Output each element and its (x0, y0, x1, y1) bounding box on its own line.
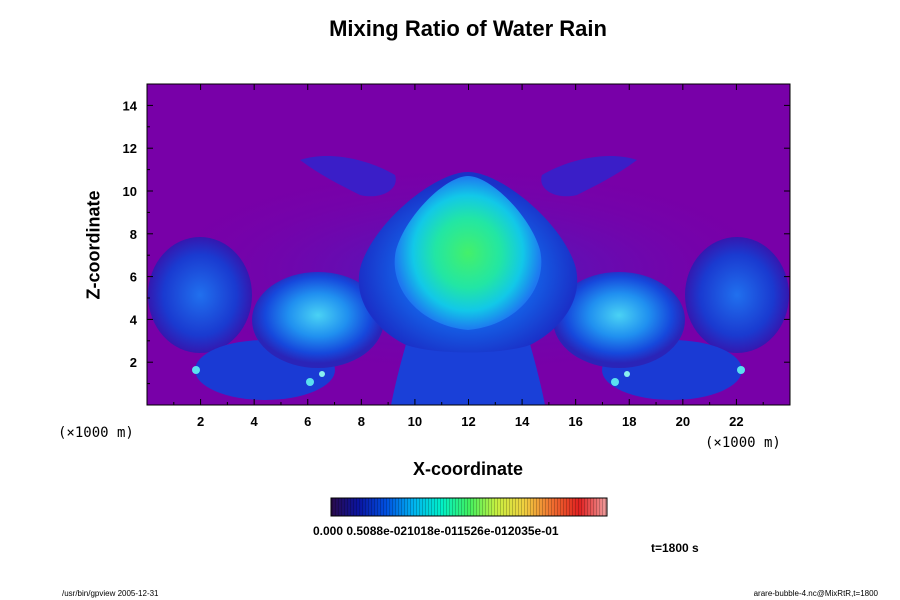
x-axis-label: X-coordinate (412, 459, 523, 479)
x-tick-label: 12 (461, 414, 475, 429)
colorbar-divisions (331, 498, 607, 516)
y-tick-label: 2 (130, 355, 137, 370)
upper-right-arm (541, 155, 637, 197)
speckle (611, 378, 619, 386)
central-core (394, 176, 542, 330)
upper-left-arm (300, 155, 396, 197)
colorbar-tick-labels: 0.000 0.5088e-021018e-011526e-012035e-01 (313, 524, 559, 538)
right-inner-rotor (553, 272, 685, 368)
x-tick-label: 4 (251, 414, 259, 429)
speckle (319, 371, 325, 377)
y-tick-label: 12 (123, 141, 137, 156)
x-tick-label: 18 (622, 414, 636, 429)
x-tick-label: 2 (197, 414, 204, 429)
x-tick-label: 22 (729, 414, 743, 429)
footer-right: arare-bubble-4.nc@MixRtR,t=1800 (753, 589, 878, 598)
x-tick-label: 6 (304, 414, 311, 429)
left-inner-rotor (252, 272, 384, 368)
x-tick-label: 14 (515, 414, 530, 429)
y-tick-label: 10 (123, 184, 137, 199)
y-axis-label: Z-coordinate (83, 190, 104, 300)
footer-left: /usr/bin/gpview 2005-12-31 (62, 589, 159, 598)
right-outer-rotor (685, 237, 789, 353)
x-axis-unit: (×1000 m) (705, 435, 781, 451)
x-tick-label: 16 (568, 414, 582, 429)
rain-field (147, 155, 790, 405)
y-tick-label: 4 (130, 312, 138, 327)
speckle (737, 366, 745, 374)
x-tick-label: 8 (358, 414, 365, 429)
time-label: t=1800 s (651, 541, 699, 555)
x-tick-label: 20 (676, 414, 690, 429)
speckle (306, 378, 314, 386)
y-tick-label: 6 (130, 270, 137, 285)
speckle (624, 371, 630, 377)
speckle (192, 366, 200, 374)
y-tick-label: 8 (130, 227, 137, 242)
y-axis-unit: (×1000 m) (58, 425, 134, 441)
left-outer-rotor (148, 237, 252, 353)
chart-title: Mixing Ratio of Water Rain (329, 16, 607, 41)
x-tick-label: 10 (408, 414, 422, 429)
y-tick-label: 14 (123, 98, 138, 113)
